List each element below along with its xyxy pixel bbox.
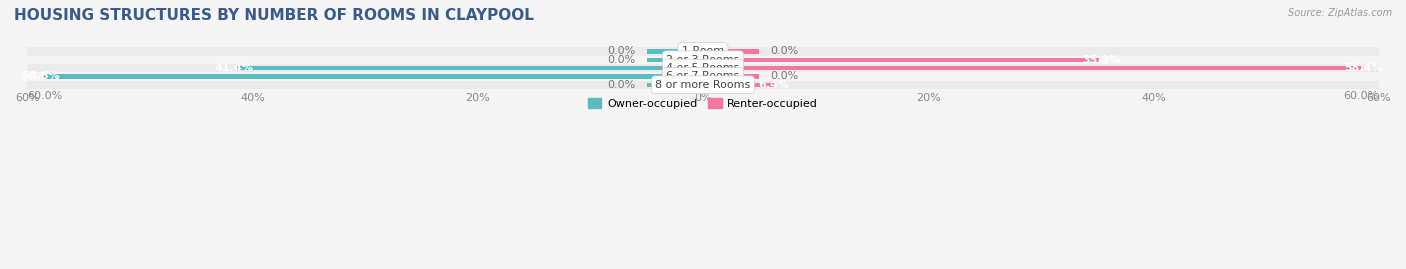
Bar xyxy=(27,72,1379,81)
Bar xyxy=(703,66,1361,70)
Text: 1 Room: 1 Room xyxy=(682,47,724,56)
Text: 0.0%: 0.0% xyxy=(770,71,799,82)
Text: 4 or 5 Rooms: 4 or 5 Rooms xyxy=(666,63,740,73)
Text: 0.0%: 0.0% xyxy=(607,55,636,65)
Text: 0.0%: 0.0% xyxy=(770,47,799,56)
Bar xyxy=(703,83,775,87)
Text: 58.6%: 58.6% xyxy=(21,71,60,82)
Bar xyxy=(647,58,703,62)
Bar xyxy=(27,56,1379,64)
Text: 35.2%: 35.2% xyxy=(1083,55,1121,65)
Bar xyxy=(44,74,703,79)
Text: HOUSING STRUCTURES BY NUMBER OF ROOMS IN CLAYPOOL: HOUSING STRUCTURES BY NUMBER OF ROOMS IN… xyxy=(14,8,534,23)
Text: 41.4%: 41.4% xyxy=(215,63,253,73)
Text: 0.0%: 0.0% xyxy=(607,80,636,90)
Text: 8 or more Rooms: 8 or more Rooms xyxy=(655,80,751,90)
Legend: Owner-occupied, Renter-occupied: Owner-occupied, Renter-occupied xyxy=(583,94,823,113)
Text: 6.4%: 6.4% xyxy=(758,80,789,90)
Bar xyxy=(703,74,759,79)
Text: 2 or 3 Rooms: 2 or 3 Rooms xyxy=(666,55,740,65)
Text: 58.4%: 58.4% xyxy=(1344,63,1382,73)
Bar xyxy=(27,81,1379,89)
Text: 60.0%: 60.0% xyxy=(27,91,62,101)
Text: 6 or 7 Rooms: 6 or 7 Rooms xyxy=(666,71,740,82)
Text: 0.0%: 0.0% xyxy=(607,47,636,56)
Text: 60.0%: 60.0% xyxy=(1344,91,1379,101)
Bar xyxy=(27,47,1379,56)
Bar xyxy=(27,64,1379,72)
Bar xyxy=(647,49,703,54)
Bar xyxy=(703,58,1099,62)
Text: Source: ZipAtlas.com: Source: ZipAtlas.com xyxy=(1288,8,1392,18)
Bar xyxy=(236,66,703,70)
Bar xyxy=(703,49,759,54)
Bar xyxy=(647,83,703,87)
